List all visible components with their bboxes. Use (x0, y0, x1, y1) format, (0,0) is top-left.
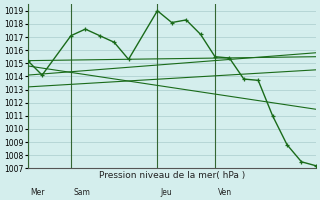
X-axis label: Pression niveau de la mer( hPa ): Pression niveau de la mer( hPa ) (99, 171, 245, 180)
Text: Jeu: Jeu (160, 188, 172, 197)
Text: Ven: Ven (218, 188, 232, 197)
Text: Sam: Sam (74, 188, 91, 197)
Text: Mer: Mer (31, 188, 45, 197)
